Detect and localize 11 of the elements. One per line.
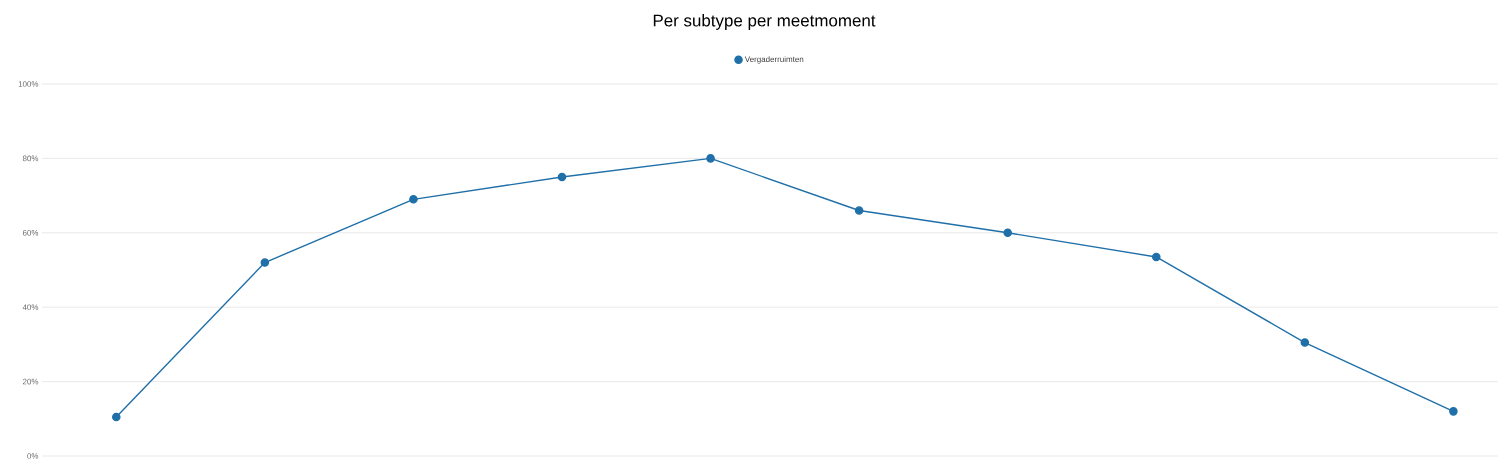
point — [1300, 338, 1310, 347]
point — [706, 154, 715, 163]
point — [854, 206, 864, 215]
point — [1003, 228, 1012, 238]
point — [112, 412, 121, 422]
point — [1449, 407, 1458, 416]
point — [1151, 252, 1161, 262]
point — [557, 172, 567, 182]
point — [409, 195, 418, 204]
chart-title: Per subtype per meetmoment — [653, 14, 876, 30]
point — [260, 258, 270, 267]
